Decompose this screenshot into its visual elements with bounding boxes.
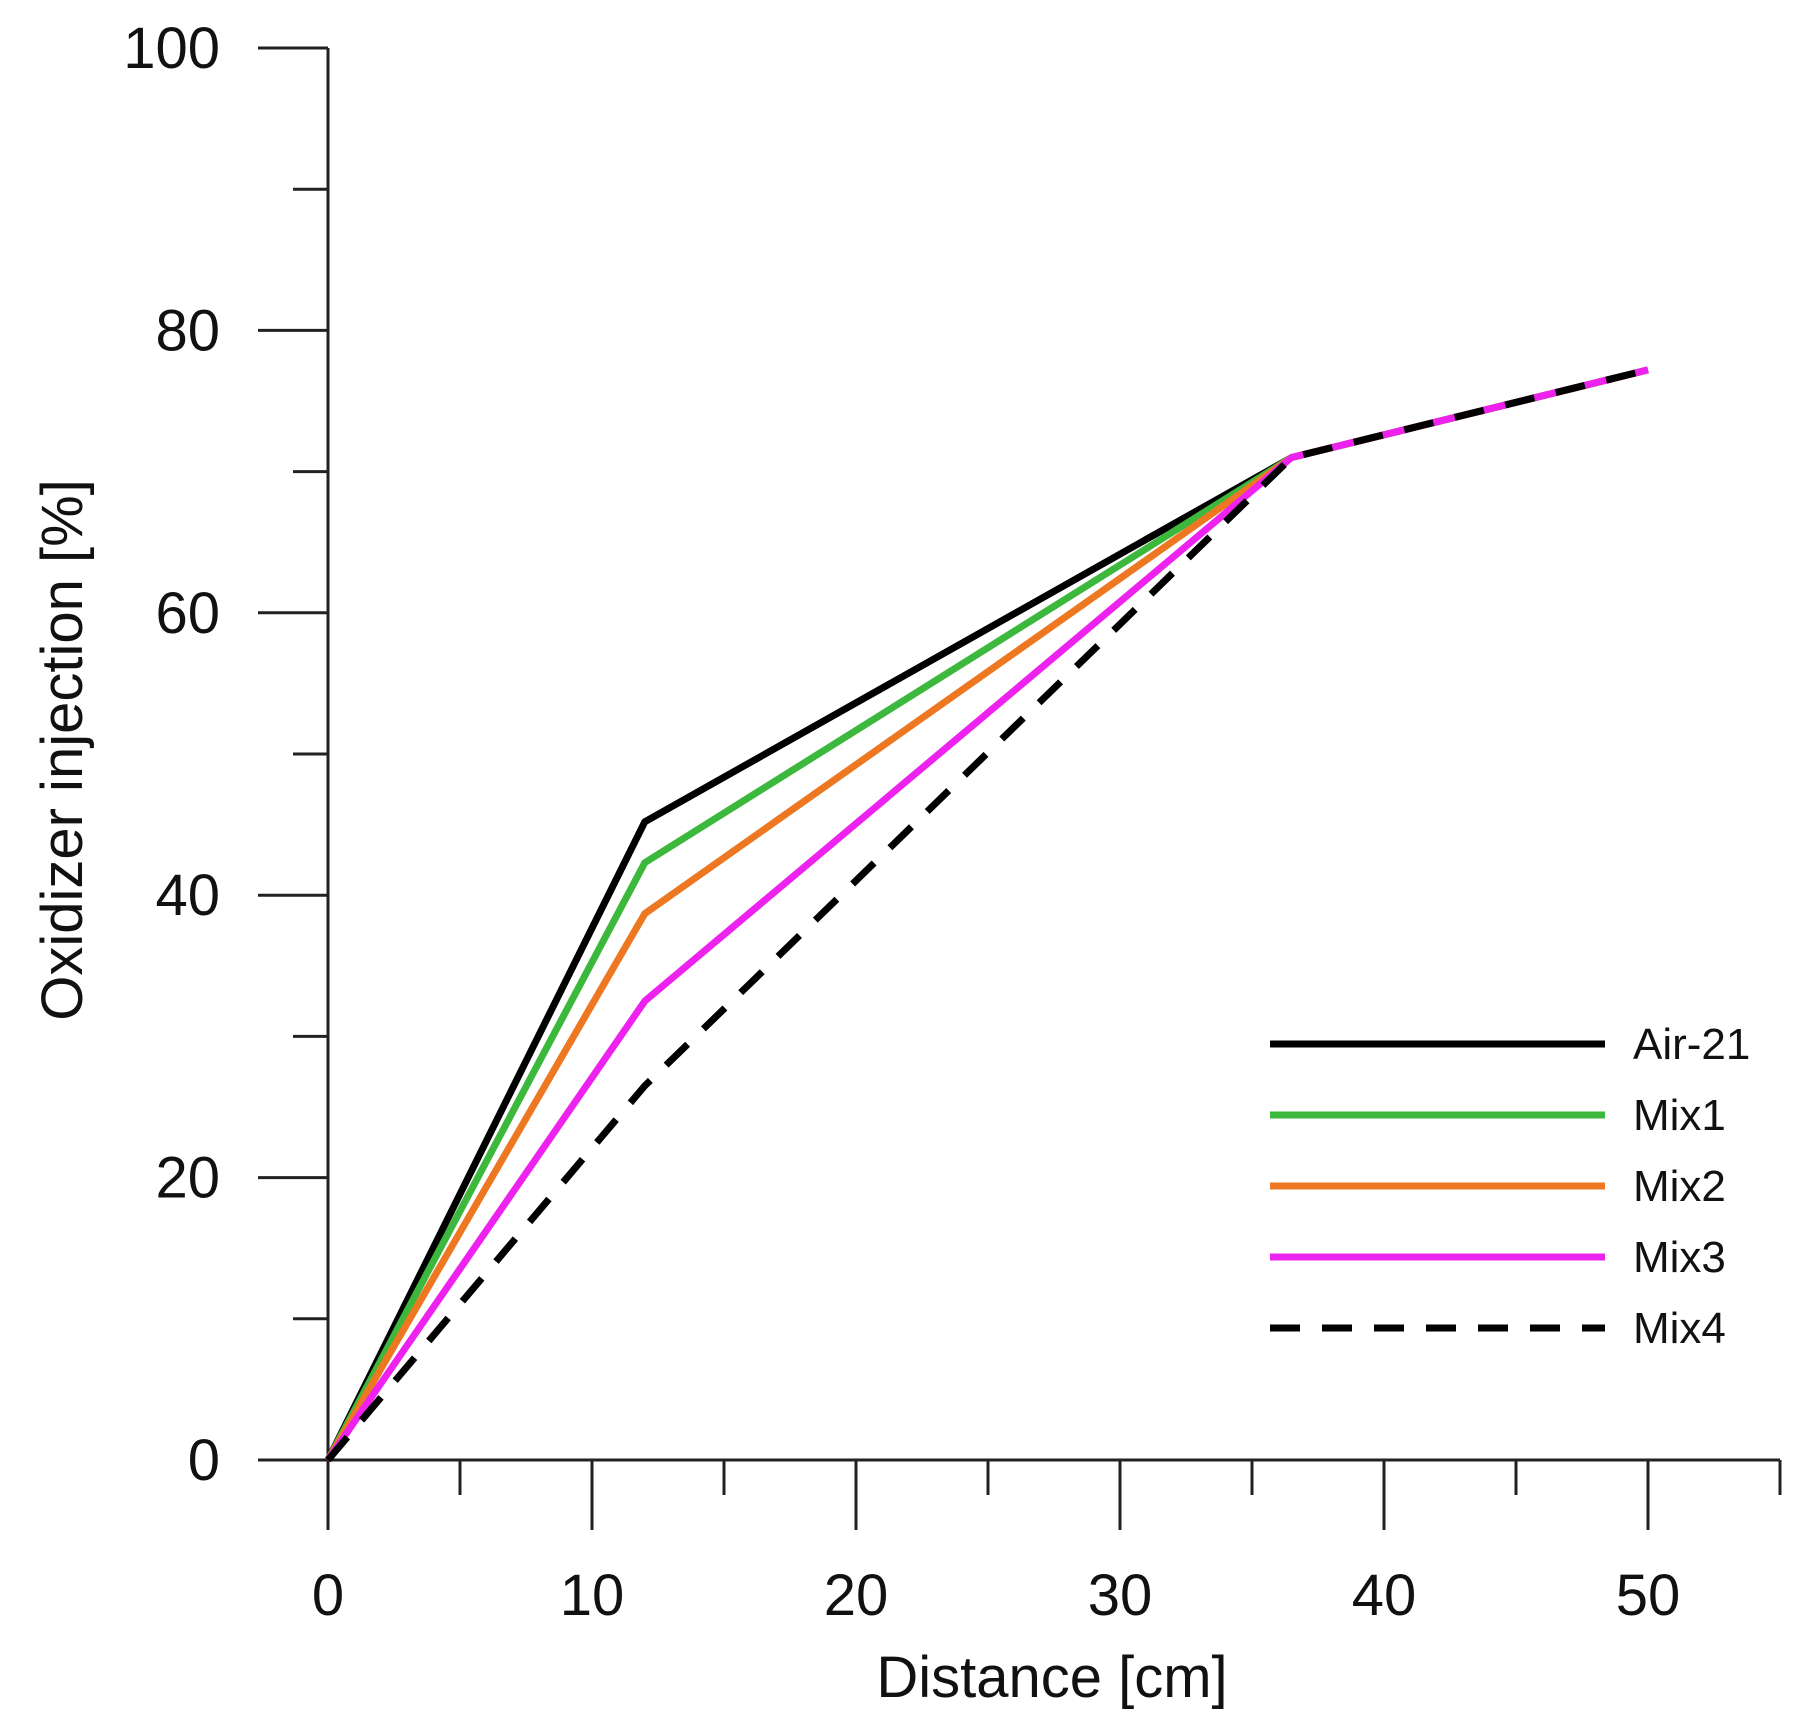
y-axis-title: Oxidizer injection [%] — [30, 479, 95, 1021]
x-tick-label: 50 — [1616, 1563, 1681, 1628]
y-tick-label: 60 — [155, 581, 220, 646]
legend-label: Mix2 — [1633, 1162, 1726, 1211]
x-axis-title: Distance [cm] — [876, 1645, 1227, 1710]
series-line-mix1 — [324, 366, 1649, 1462]
y-tick-label: 40 — [155, 863, 220, 928]
y-tick-label: 20 — [155, 1146, 220, 1211]
legend-label: Mix3 — [1633, 1233, 1726, 1282]
x-tick-label: 40 — [1352, 1563, 1417, 1628]
series-line-mix3 — [325, 366, 1649, 1462]
series-line-air-21 — [324, 366, 1649, 1462]
x-tick-label: 10 — [560, 1563, 625, 1628]
legend-label: Mix4 — [1633, 1304, 1726, 1353]
x-tick-label: 30 — [1088, 1563, 1153, 1628]
axes: 0 10 20 30 40 50 0 20 40 60 80 100 — [123, 16, 1782, 1628]
legend: Air-21 Mix1 Mix2 Mix3 Mix4 — [1270, 1020, 1750, 1353]
series-line-mix4 — [325, 366, 1649, 1463]
series-layer — [324, 366, 1649, 1463]
legend-label: Mix1 — [1633, 1091, 1726, 1140]
y-tick-label: 80 — [155, 298, 220, 363]
x-tick-label: 20 — [824, 1563, 889, 1628]
y-tick-label: 100 — [123, 16, 220, 81]
series-line-mix2 — [324, 366, 1649, 1462]
y-tick-label: 0 — [188, 1428, 220, 1493]
legend-label: Air-21 — [1633, 1020, 1750, 1069]
x-tick-label: 0 — [312, 1563, 344, 1628]
